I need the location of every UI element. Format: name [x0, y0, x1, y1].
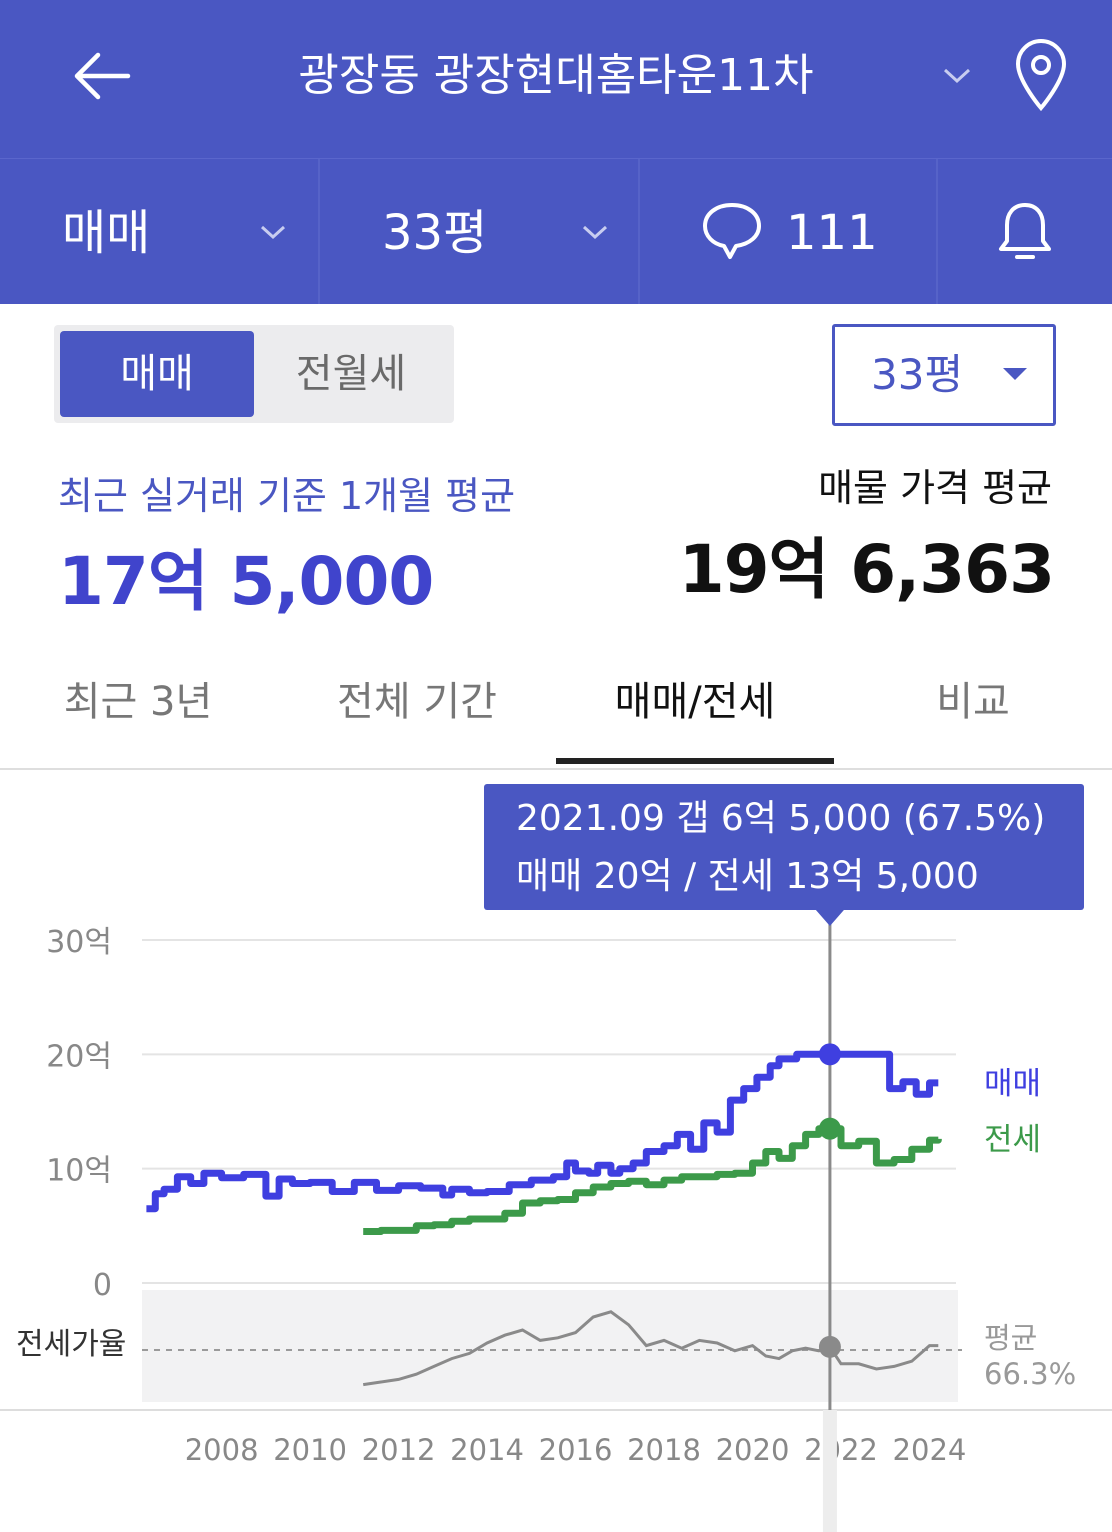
back-button[interactable]	[70, 44, 134, 108]
comments-button[interactable]: 111	[640, 159, 936, 304]
size-select[interactable]: 33평	[832, 324, 1056, 426]
size-label: 33평	[382, 205, 488, 261]
legend-jeonse: 전세	[984, 1122, 1041, 1158]
segment-rent[interactable]: 전월세	[295, 351, 407, 397]
price-chart[interactable]: 30억 20억 10억 0 2008 2010 2012 2014 2016 2018 2020 20…	[0, 770, 1112, 1532]
divider	[936, 159, 938, 304]
comment-count: 111	[786, 205, 878, 261]
y-tick-label: 0	[93, 1268, 112, 1303]
series-line-sale	[146, 1050, 939, 1213]
series-line-jeonse	[363, 1125, 942, 1235]
chevron-down-icon[interactable]	[940, 62, 974, 88]
map-pin-icon[interactable]	[1010, 38, 1072, 112]
trade-type-dropdown[interactable]: 매매	[0, 159, 318, 304]
active-tab-indicator	[556, 758, 834, 764]
size-select-value: 33평	[871, 350, 964, 399]
tab-recent-3y[interactable]: 최근 3년	[63, 679, 213, 725]
x-tick-label: 2014	[450, 1433, 524, 1467]
chart-tooltip: 2021.09 갭 6억 5,000 (67.5%) 매매 20억 / 전세 1…	[484, 784, 1084, 910]
speech-bubble-icon	[703, 203, 761, 259]
x-tick-label: 2022	[804, 1433, 878, 1467]
highlight-point-ratio	[818, 1335, 841, 1358]
tab-all-period[interactable]: 전체 기간	[337, 679, 497, 725]
x-tick-label: 2024	[893, 1433, 967, 1467]
chevron-down-icon	[260, 225, 286, 240]
tooltip-price-line: 매매 20억 / 전세 13억 5,000	[516, 856, 979, 897]
recent-average-value: 17억 5,000	[58, 543, 434, 620]
caret-down-icon	[1003, 368, 1027, 380]
x-tick-label: 2016	[539, 1433, 613, 1467]
ratio-average-label: 평균	[984, 1321, 1037, 1355]
app-header: 광장동 광장현대홈타운11차	[0, 0, 1112, 158]
tooltip-pointer	[815, 910, 844, 926]
x-tick-label: 2020	[716, 1433, 790, 1467]
highlight-point-jeonse	[818, 1117, 841, 1140]
highlight-track	[822, 1410, 837, 1532]
tab-compare[interactable]: 비교	[936, 679, 1010, 725]
listing-average-label: 매물 가격 평균	[818, 466, 1052, 510]
size-dropdown[interactable]: 33평	[320, 159, 638, 304]
filter-bar: 매매 33평 111	[0, 158, 1112, 304]
page-title[interactable]: 광장동 광장현대홈타운11차	[298, 50, 814, 101]
recent-average-label: 최근 실거래 기준 1개월 평균	[58, 474, 516, 518]
y-tick-label: 30억	[46, 925, 112, 960]
divider	[318, 159, 320, 304]
chevron-down-icon	[582, 225, 608, 240]
bell-icon	[999, 203, 1051, 259]
period-tabs: 최근 3년 전체 기간 매매/전세 비교	[0, 650, 1112, 770]
divider	[638, 159, 640, 304]
segment-sale[interactable]: 매매	[60, 331, 254, 417]
x-tick-label: 2008	[185, 1433, 259, 1467]
tab-sale-jeonse[interactable]: 매매/전세	[614, 679, 776, 725]
ratio-average-value: 66.3%	[984, 1357, 1076, 1391]
trade-segment-control: 매매 전월세	[54, 325, 454, 423]
ratio-label: 전세가율	[16, 1327, 126, 1362]
y-tick-label: 20억	[46, 1039, 112, 1074]
x-tick-label: 2018	[627, 1433, 701, 1467]
series-line-ratio	[362, 1310, 939, 1387]
trade-type-label: 매매	[62, 205, 151, 261]
back-arrow-icon	[74, 52, 131, 100]
legend-sale: 매매	[984, 1066, 1041, 1102]
highlight-point-sale	[818, 1043, 841, 1066]
listing-average-value: 19억 6,363	[678, 531, 1055, 608]
x-tick-label: 2012	[362, 1433, 436, 1467]
tooltip-gap-line: 2021.09 갭 6억 5,000 (67.5%)	[516, 798, 1046, 839]
x-tick-label: 2010	[273, 1433, 347, 1467]
notification-button[interactable]	[938, 159, 1112, 304]
y-tick-label: 10억	[46, 1154, 112, 1189]
